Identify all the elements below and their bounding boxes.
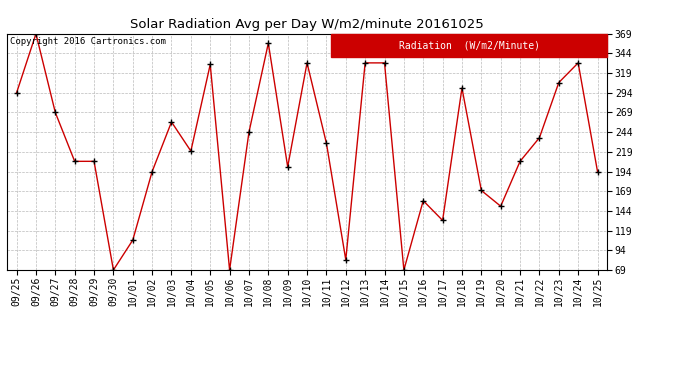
Text: Radiation  (W/m2/Minute): Radiation (W/m2/Minute) bbox=[399, 40, 540, 51]
Text: Copyright 2016 Cartronics.com: Copyright 2016 Cartronics.com bbox=[10, 37, 166, 46]
Bar bbox=[331, 34, 607, 57]
Title: Solar Radiation Avg per Day W/m2/minute 20161025: Solar Radiation Avg per Day W/m2/minute … bbox=[130, 18, 484, 31]
